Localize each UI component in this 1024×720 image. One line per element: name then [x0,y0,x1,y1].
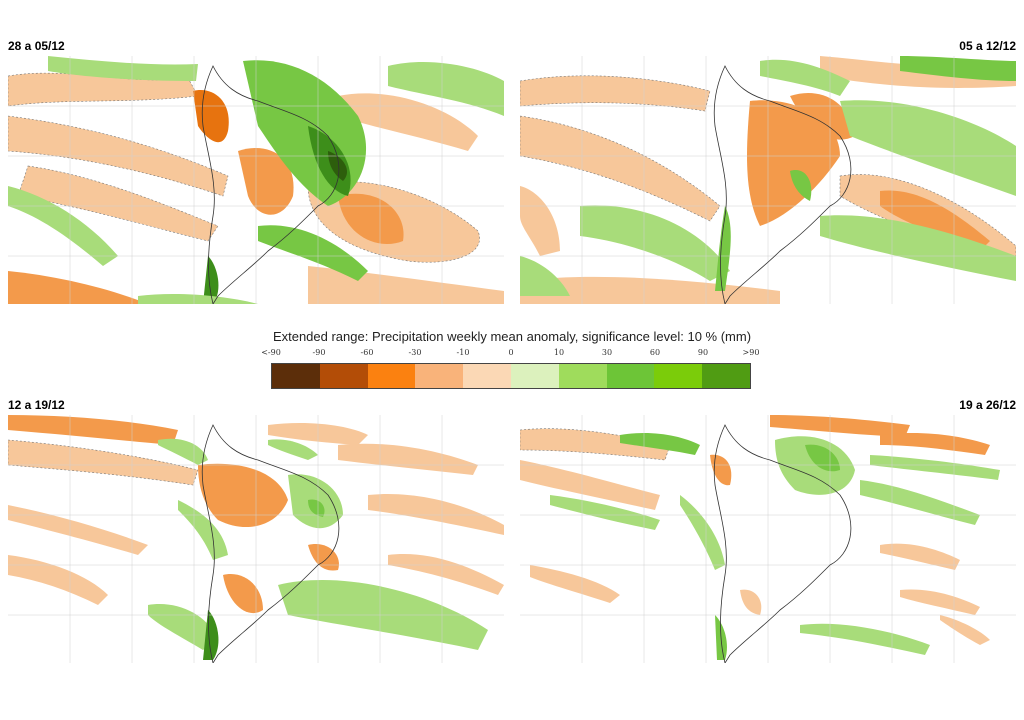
legend-swatch [654,364,703,388]
legend-swatch [415,364,464,388]
coastline-south-america [201,424,340,663]
panel-1-date-label: 28 a 05/12 [8,39,65,53]
wet-anomaly-areas [520,56,1016,296]
anomaly-map-week-1 [8,56,504,304]
legend-tick: -10 [456,348,470,357]
panel-3-date-label: 12 a 19/12 [8,398,65,412]
coastline-south-america [713,424,852,663]
legend-swatch [319,364,368,388]
legend-swatch [702,364,750,388]
legend-tick-labels: <-90 -90 -60 -30 -10 0 10 30 60 90 >90 [261,348,759,360]
anomaly-map-week-4 [520,415,1016,663]
wet-anomaly-areas [550,433,1000,660]
legend-tick: 90 [697,348,709,357]
legend-tick: 10 [553,348,565,357]
wet-anomaly-areas [8,56,504,304]
legend-tick: 60 [649,348,661,357]
legend-swatch [272,364,320,388]
legend-tick: -30 [408,348,422,357]
legend-swatch [606,364,655,388]
dry-anomaly-areas [8,415,504,614]
legend-tick: <-90 [261,348,281,357]
graticule [8,415,504,663]
legend-swatch [510,364,559,388]
anomaly-map-week-2 [520,56,1016,304]
panel-2-date-label: 05 a 12/12 [959,39,1016,53]
legend-swatch [463,364,511,388]
map-svg-4 [520,415,1016,663]
coastline-south-america [713,65,852,304]
legend-colorbar [271,363,751,389]
legend-tick: -90 [312,348,326,357]
map-svg-3 [8,415,504,663]
legend-title: Extended range: Precipitation weekly mea… [272,329,752,344]
legend-tick: 30 [601,348,613,357]
legend-swatch [558,364,607,388]
panel-4-date-label: 19 a 26/12 [959,398,1016,412]
legend-tick: -60 [360,348,374,357]
map-svg-2 [520,56,1016,304]
anomaly-map-week-3 [8,415,504,663]
dry-anomaly-areas [520,415,990,645]
coastline-south-america [201,65,340,304]
legend-tick: 0 [508,348,514,357]
legend-tick: >90 [742,348,760,357]
legend-swatch [367,364,416,388]
map-svg-1 [8,56,504,304]
